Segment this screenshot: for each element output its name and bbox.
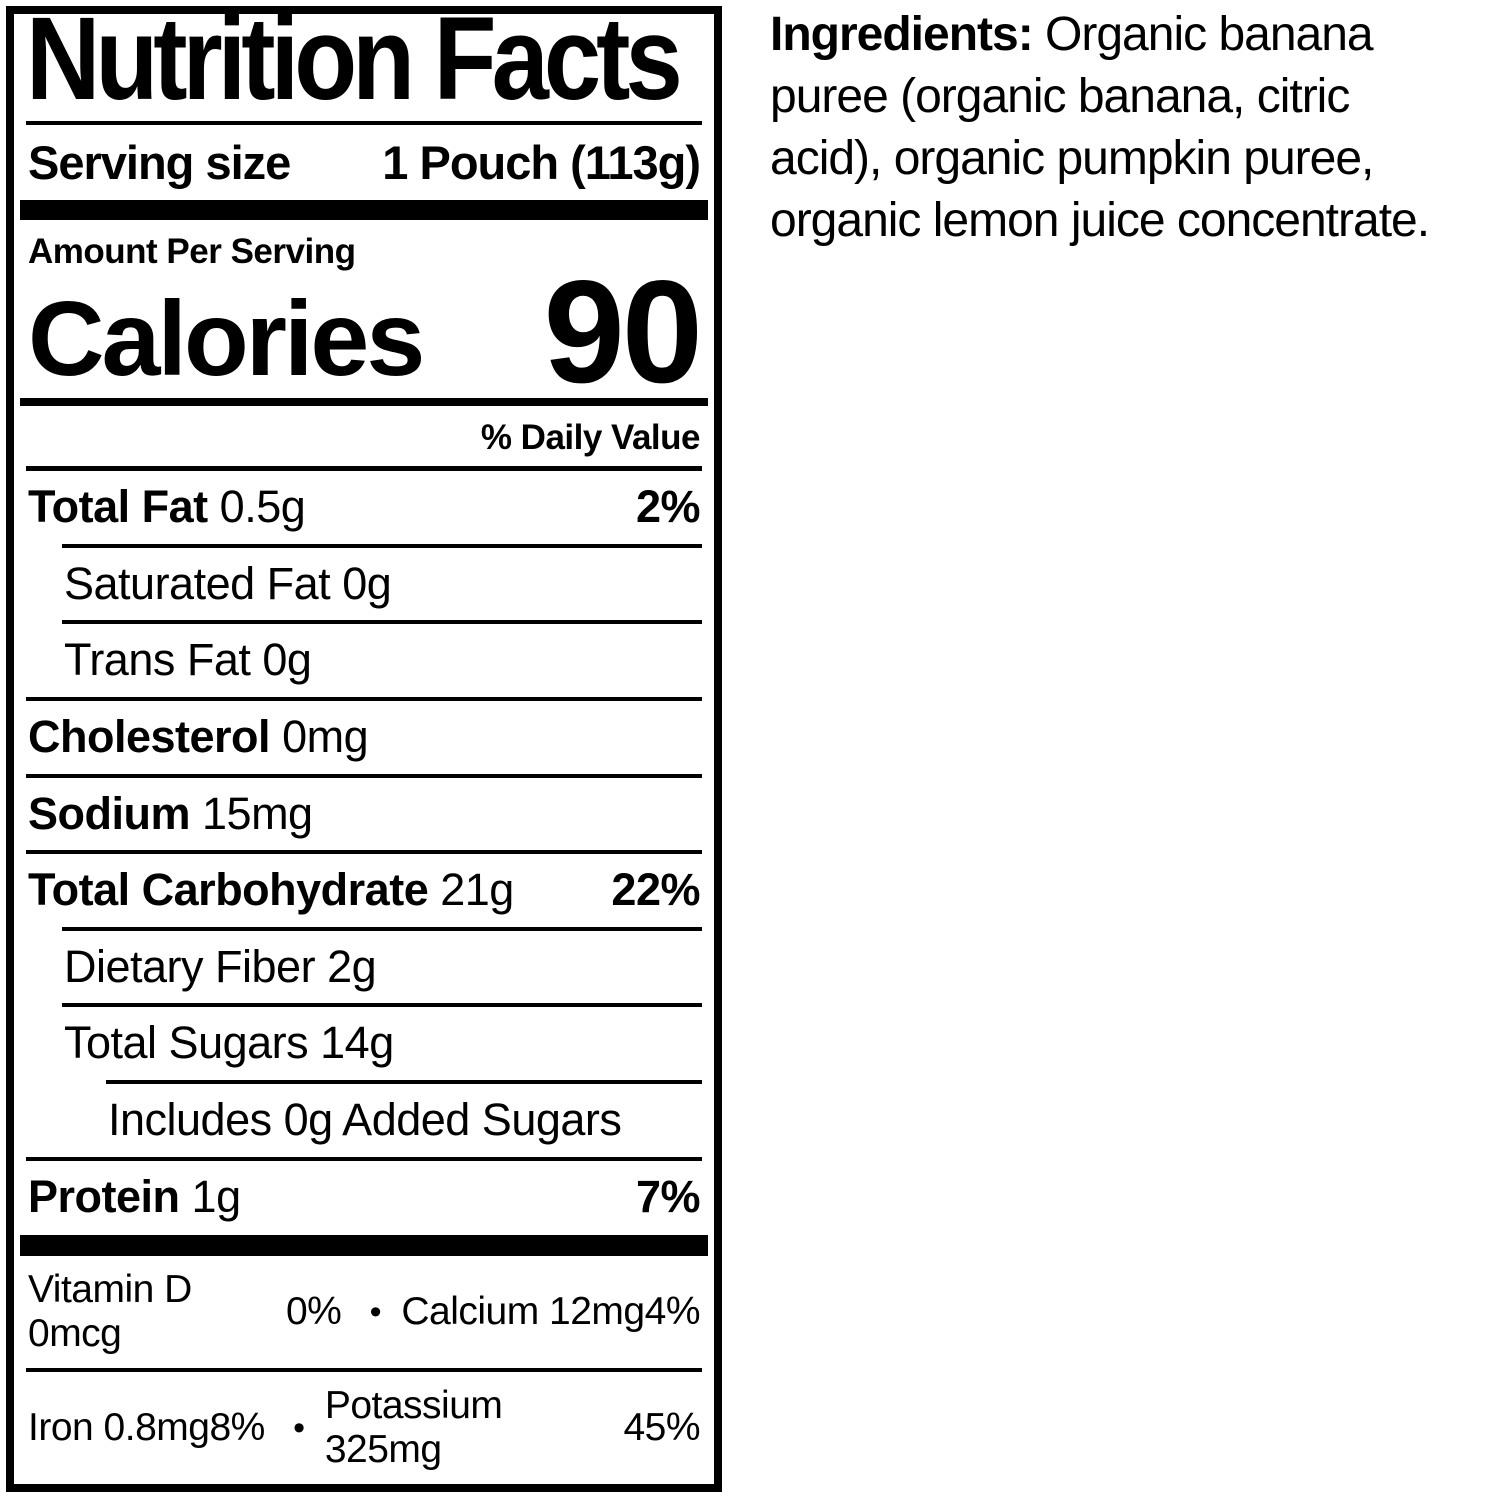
micronutrient-left-dv: 0% (285, 1290, 342, 1333)
nutrient-name-amount: Saturated Fat 0g (64, 557, 392, 609)
ingredients-section: Ingredients: Organic banana puree (organ… (770, 4, 1500, 252)
nutrient-dv: 2% (635, 481, 701, 533)
nutrient-name-amount: Includes 0g Added Sugars (108, 1093, 622, 1145)
micronutrient-left-name: Iron 0.8mg (28, 1406, 210, 1449)
nutrient-row-total-fat: Total Fat 0.5g 2% (26, 471, 702, 544)
nutrient-name-amount: Total Fat 0.5g (28, 481, 306, 533)
micronutrient-right-name: Potassium 325mg (324, 1384, 503, 1471)
ingredients-text: Organic banana (1045, 8, 1374, 61)
serving-size-row: Serving size 1 Pouch (113g) (26, 125, 702, 198)
nutrient-name-amount: Protein 1g (28, 1170, 241, 1222)
nutrient-name-amount: Trans Fat 0g (64, 634, 312, 686)
nutrient-dv: 22% (611, 864, 700, 916)
bullet-icon: • (293, 1408, 305, 1447)
calories-value: 90 (543, 250, 703, 414)
nutrient-row-dietary-fiber: Dietary Fiber 2g (62, 926, 702, 1004)
micronutrient-right-name: Calcium 12mg (401, 1290, 645, 1333)
micronutrient-row-vitamin-d-calcium: Vitamin D 0mcg 0% • Calcium 12mg 4% (26, 1256, 702, 1368)
nutrient-name-amount: Sodium 15mg (28, 787, 313, 839)
calories-row: Calories 90 (26, 250, 703, 414)
micronutrient-left-name: Vitamin D 0mcg (28, 1268, 192, 1355)
nutrient-row-saturated-fat: Saturated Fat 0g (62, 543, 702, 621)
ingredients-line: organic lemon juice concentrate. (770, 194, 1430, 247)
ingredients-line: acid), organic pumpkin puree, (770, 132, 1374, 185)
nutrient-row-trans-fat: Trans Fat 0g (62, 620, 702, 697)
nutrient-name-amount: Total Sugars 14g (64, 1017, 394, 1069)
nutrient-row-total-carbohydrate: Total Carbohydrate 21g 22% (26, 850, 702, 927)
thick-divider-bar (20, 200, 708, 221)
nutrient-dv: 7% (635, 1170, 701, 1222)
serving-size-value: 1 Pouch (113g) (382, 136, 701, 189)
daily-value-header: % Daily Value (26, 406, 702, 472)
amount-per-serving-label: Amount Per Serving (28, 232, 356, 272)
ingredients-line: Ingredients: Organic banana (770, 4, 1500, 66)
thick-divider-bar-bottom (20, 1235, 708, 1256)
calories-label: Calories (28, 279, 425, 398)
nutrition-facts-title-text: Nutrition Facts (26, 0, 683, 124)
nutrient-name-amount: Cholesterol 0mg (28, 710, 369, 762)
nutrition-facts-title: Nutrition Facts (26, 0, 702, 125)
micronutrient-row-iron-potassium: Iron 0.8mg 8% • Potassium 325mg 45% (26, 1368, 702, 1484)
micronutrient-left-dv: 8% (209, 1406, 265, 1449)
medium-divider-bar (20, 397, 708, 407)
micronutrient-right-dv: 4% (644, 1290, 701, 1333)
nutrient-row-added-sugars: Includes 0g Added Sugars (106, 1079, 702, 1157)
nutrient-row-total-sugars: Total Sugars 14g (62, 1003, 702, 1080)
ingredients-line: puree (organic banana, citric (770, 70, 1350, 123)
nutrient-row-sodium: Sodium 15mg (26, 773, 702, 851)
nutrition-facts-panel: Nutrition Facts Serving size 1 Pouch (11… (6, 0, 722, 1492)
nutrient-row-cholesterol: Cholesterol 0mg (26, 696, 702, 774)
micronutrient-right-dv: 45% (623, 1406, 700, 1449)
nutrient-row-protein: Protein 1g 7% (26, 1156, 702, 1234)
nutrient-name-amount: Total Carbohydrate 21g (28, 864, 514, 916)
bullet-icon: • (369, 1292, 382, 1331)
ingredients-heading: Ingredients: (770, 8, 1034, 61)
serving-size-label: Serving size (28, 136, 291, 189)
nutrient-name-amount: Dietary Fiber 2g (64, 940, 377, 992)
